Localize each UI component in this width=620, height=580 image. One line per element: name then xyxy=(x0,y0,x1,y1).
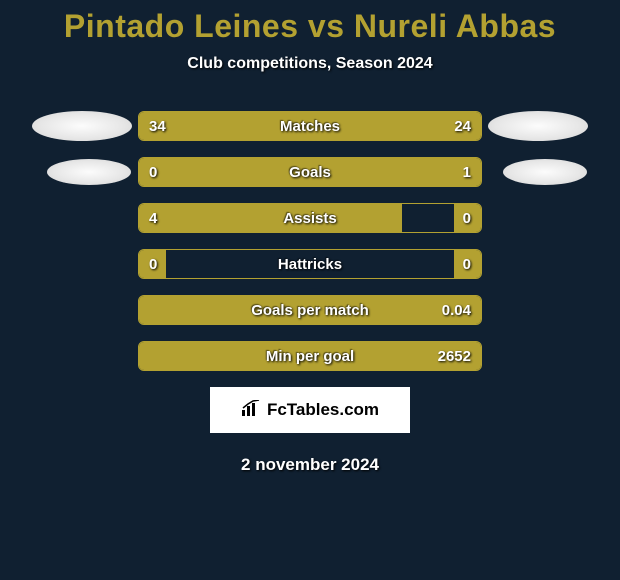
bar-left-fill xyxy=(139,342,166,370)
player-right-avatar xyxy=(482,111,594,141)
stat-right-value: 2652 xyxy=(438,342,471,370)
subtitle: Club competitions, Season 2024 xyxy=(0,55,620,73)
bar-left-fill xyxy=(139,296,166,324)
stat-row: 01Goals xyxy=(0,157,620,187)
stat-label: Hattricks xyxy=(139,250,481,278)
stat-right-value: 0 xyxy=(463,204,471,232)
stat-bar: 0 0Hattricks xyxy=(138,249,482,279)
chart-icon xyxy=(241,400,261,421)
stat-bar: 3424Matches xyxy=(138,111,482,141)
stat-row: 2652Min per goal xyxy=(0,341,620,371)
stat-bar: 0.04Goals per match xyxy=(138,295,482,325)
stat-right-value: 0.04 xyxy=(442,296,471,324)
bar-left-fill xyxy=(139,204,402,232)
page-title: Pintado Leines vs Nureli Abbas xyxy=(0,8,620,45)
bar-left-fill xyxy=(139,112,341,140)
stat-row: 0.04Goals per match xyxy=(0,295,620,325)
brand-text: FcTables.com xyxy=(267,400,379,420)
stat-left-value: 4 xyxy=(149,204,157,232)
bar-right-fill xyxy=(166,296,481,324)
player-right-avatar xyxy=(482,157,594,187)
stat-bar: 40Assists xyxy=(138,203,482,233)
comparison-infographic: Pintado Leines vs Nureli Abbas Club comp… xyxy=(0,0,620,475)
stat-right-value: 24 xyxy=(454,112,471,140)
stat-row: 3424Matches xyxy=(0,111,620,141)
stat-rows: 3424Matches01Goals40Assists00Hattricks0.… xyxy=(0,111,620,371)
bar-right-fill xyxy=(201,158,481,186)
bar-right-fill xyxy=(166,342,481,370)
stat-left-value: 34 xyxy=(149,112,166,140)
stat-row: 40Assists xyxy=(0,203,620,233)
player-left-avatar xyxy=(26,111,138,141)
player-left-avatar xyxy=(26,157,138,187)
stat-row: 0 0Hattricks xyxy=(0,249,620,279)
date-text: 2 november 2024 xyxy=(0,455,620,475)
stat-bar: 01Goals xyxy=(138,157,482,187)
brand-badge[interactable]: FcTables.com xyxy=(210,387,410,433)
stat-right-value: 0 xyxy=(463,250,471,278)
stat-left-value: 0 xyxy=(149,250,157,278)
stat-left-value: 0 xyxy=(149,158,157,186)
stat-bar: 2652Min per goal xyxy=(138,341,482,371)
stat-right-value: 1 xyxy=(463,158,471,186)
